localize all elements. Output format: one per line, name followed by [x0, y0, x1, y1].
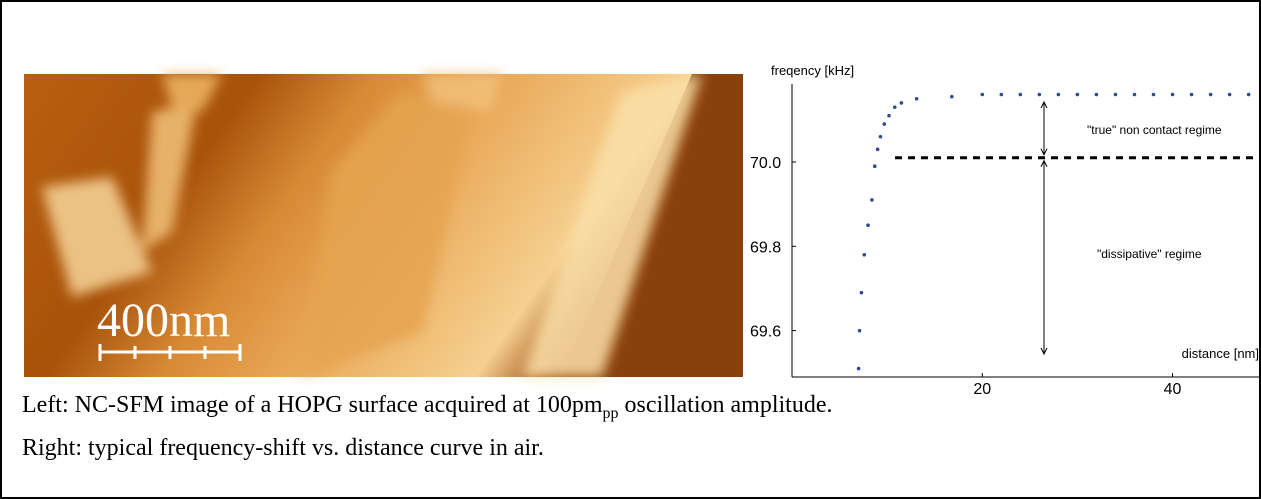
- x-axis-label: distance [nm]: [1182, 346, 1259, 361]
- point: [862, 252, 867, 257]
- point: [857, 328, 862, 333]
- arrow-head: [1040, 159, 1048, 168]
- point: [1056, 92, 1061, 97]
- point: [1018, 92, 1023, 97]
- arrow-head: [1040, 148, 1048, 156]
- point: [980, 92, 985, 97]
- y-tick-label: 70.0: [750, 155, 781, 172]
- point: [875, 147, 880, 152]
- caption-text: Left: NC-SFM image of a HOPG surface acq…: [22, 392, 603, 418]
- arrow-head: [1040, 100, 1048, 109]
- point: [856, 366, 861, 371]
- point: [950, 94, 954, 99]
- point: [899, 101, 904, 105]
- point: [887, 113, 891, 118]
- point: [1151, 92, 1156, 97]
- annotation: "dissipative" regime: [1097, 247, 1202, 261]
- caption: Left: NC-SFM image of a HOPG surface acq…: [22, 388, 833, 465]
- point: [999, 92, 1004, 97]
- point: [1075, 92, 1080, 97]
- point: [878, 134, 883, 139]
- point: [882, 122, 887, 126]
- caption-line: Left: NC-SFM image of a HOPG surface acq…: [22, 388, 833, 431]
- chart: 69.6 69.8 70.0 20 40 freqency [kHz] distance […: [750, 63, 1259, 398]
- point: [1246, 92, 1251, 97]
- point: [1132, 92, 1137, 97]
- caption-text: oscillation amplitude.: [618, 392, 833, 418]
- afm-image: 400nm: [24, 74, 743, 377]
- point: [1208, 92, 1213, 97]
- caption-subscript: pp: [602, 404, 619, 422]
- point: [1170, 92, 1175, 97]
- scale-label: 400nm: [97, 294, 230, 347]
- point: [859, 290, 864, 295]
- point: [870, 198, 874, 202]
- point: [866, 223, 870, 228]
- point: [1094, 92, 1099, 97]
- point: [1113, 92, 1118, 97]
- point: [914, 96, 919, 101]
- scale-bar: [98, 344, 242, 361]
- x-tick-label: 40: [1164, 381, 1182, 398]
- x-tick-label: 20: [973, 381, 991, 398]
- y-tick-label: 69.6: [750, 324, 781, 341]
- point: [872, 164, 877, 169]
- point: [892, 105, 897, 109]
- caption-line: Right: typical frequency-shift vs. dista…: [22, 434, 544, 461]
- y-tick-label: 69.8: [750, 239, 781, 256]
- y-axis-label: freqency [kHz]: [771, 63, 854, 78]
- point: [1037, 92, 1042, 97]
- point: [1189, 92, 1194, 97]
- annotation: "true" non contact regime: [1087, 123, 1222, 137]
- point: [1227, 92, 1232, 97]
- arrow-head: [1040, 347, 1048, 356]
